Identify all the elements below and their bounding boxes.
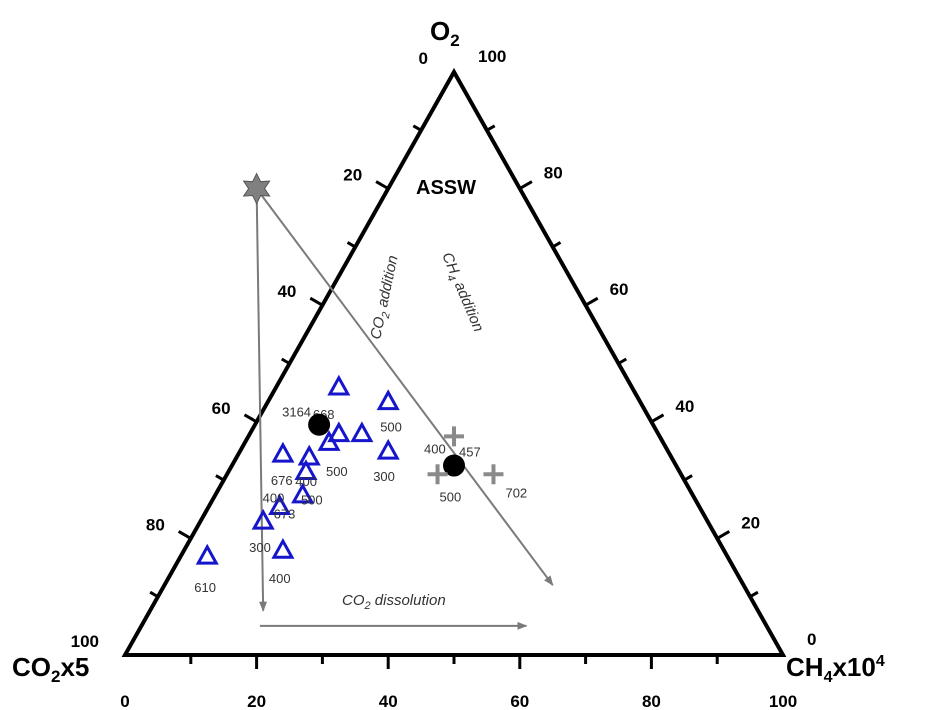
right-edge-tick-label: 20	[741, 513, 760, 532]
tick-mark	[177, 530, 192, 540]
tick-mark	[749, 590, 759, 598]
reference-star-point	[242, 172, 271, 205]
point-label: 300	[249, 540, 271, 555]
point-label: 400	[424, 442, 446, 457]
tick-mark	[215, 474, 225, 482]
plus-point	[427, 464, 448, 485]
point-label: 300	[373, 469, 395, 484]
tick-mark	[519, 180, 533, 190]
tick-mark	[650, 413, 665, 424]
point-label: 400	[263, 491, 285, 506]
tick-mark	[375, 180, 389, 190]
ternary-triangle-frame	[121, 67, 787, 657]
bottom-tick-label: 20	[247, 692, 266, 710]
apex-label-o2: O2	[430, 16, 460, 50]
triangle-point	[291, 482, 315, 504]
tick-mark	[617, 357, 628, 365]
tick-mark	[149, 590, 159, 598]
triangle-point	[251, 508, 275, 530]
tick-mark	[243, 413, 258, 424]
left-edge-tick-label: 60	[212, 399, 231, 418]
point-label: 457	[459, 444, 481, 459]
triangle-point	[327, 374, 351, 396]
triangle-point	[327, 421, 351, 443]
point-label: 500	[380, 419, 402, 434]
point-label: 400	[295, 474, 317, 489]
point-label: 676	[271, 473, 293, 488]
tick-mark	[486, 124, 496, 132]
tick-mark	[551, 241, 562, 249]
triangle-point	[271, 537, 295, 559]
tick-mark	[309, 296, 324, 307]
point-label: 673	[274, 506, 296, 521]
point-label: 610	[194, 580, 216, 595]
point-label: 702	[505, 485, 527, 500]
tick-mark	[412, 124, 422, 132]
annotation-co2-dissolution: CO2 dissolution	[342, 592, 446, 612]
arrows-layer	[255, 188, 554, 630]
tick-mark	[683, 474, 693, 482]
bottom-tick-label: 100	[769, 692, 797, 710]
bottom-tick-label: 60	[510, 692, 529, 710]
left-edge-tick-label: 20	[343, 166, 362, 185]
tick-mark	[716, 530, 731, 540]
point-label: 3164	[282, 405, 311, 420]
triangle-point	[376, 389, 400, 411]
triangle-point	[195, 543, 219, 565]
left-edge-tick-label: 100	[71, 632, 99, 651]
right-edge-tick-label: 100	[478, 47, 506, 66]
triangle-point	[350, 421, 374, 443]
apex-label-ch4: CH4x104	[786, 652, 885, 686]
point-label: 400	[269, 571, 291, 586]
point-label: 500	[301, 492, 323, 507]
triangle-point	[268, 494, 292, 516]
plus-point	[483, 464, 504, 485]
axes-layer: 0 20 40 60 80 100 100 80 60 40 20 0 0 20 40 60 80 100	[71, 47, 817, 710]
right-edge-tick-label: 60	[610, 280, 629, 299]
circle-point	[443, 454, 465, 477]
bottom-tick-label: 0	[120, 692, 129, 710]
left-edge-tick-label: 80	[146, 515, 165, 534]
tick-mark	[280, 357, 291, 365]
triangle-point	[297, 444, 321, 466]
left-edge-tick-label: 40	[277, 282, 296, 301]
right-edge-tick-label: 80	[544, 164, 563, 183]
annotation-co2-addition: CO2 addition	[367, 254, 404, 342]
co2-addition-arrow	[255, 188, 268, 612]
bottom-tick-label: 40	[379, 692, 398, 710]
triangle-point	[376, 438, 400, 460]
tick-mark	[584, 296, 599, 307]
reference-point-label: ASSW	[416, 177, 476, 199]
apex-label-co2: CO2x5	[12, 652, 89, 686]
right-edge-tick-label: 0	[807, 630, 816, 649]
bottom-tick-label: 80	[642, 692, 661, 710]
triangle-point	[271, 441, 295, 463]
ch4-addition-arrow	[255, 188, 554, 586]
right-edge-tick-label: 40	[675, 397, 694, 416]
tick-mark	[346, 241, 357, 249]
left-edge-tick-label: 0	[419, 49, 428, 68]
annotation-ch4-addition: CH4 addition	[436, 250, 487, 336]
circle-point	[308, 413, 331, 436]
point-label: 500	[440, 489, 462, 504]
point-label: 500	[326, 464, 348, 479]
triangle-point	[294, 459, 318, 481]
plus-point	[444, 426, 464, 447]
